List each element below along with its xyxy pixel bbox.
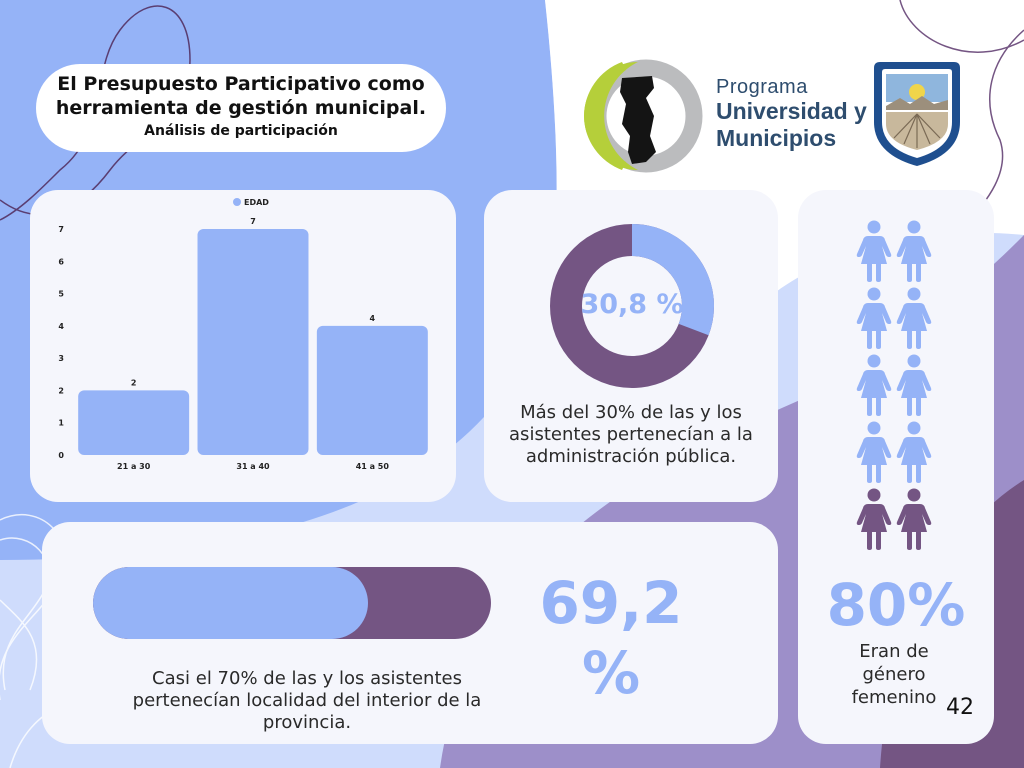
x-tick-label: 31 a 40 — [236, 462, 270, 471]
university-shield-icon — [874, 62, 960, 166]
gender-caption-line1: Eran de — [859, 641, 929, 662]
page-title-line2: herramienta de gestión municipal. — [55, 97, 427, 119]
bar — [197, 229, 309, 455]
logo-line3: Municipios — [716, 125, 837, 151]
y-tick-label: 7 — [58, 225, 64, 234]
bar-value-label: 4 — [370, 314, 376, 323]
page-title-line1: El Presupuesto Participativo como — [57, 73, 425, 95]
progress-fill — [93, 567, 369, 639]
y-tick-label: 3 — [58, 354, 64, 363]
y-tick-label: 6 — [58, 257, 64, 266]
progress-caption: Casi el 70% de las y los asistentes pert… — [132, 668, 482, 733]
bar — [316, 325, 428, 455]
logo-line2: Universidad y — [716, 98, 867, 124]
gender-card — [798, 190, 994, 744]
logo-line1: Programa — [716, 76, 808, 98]
woman-icon — [856, 488, 892, 550]
gender-value: 80% — [826, 571, 966, 639]
donut-chart — [550, 224, 714, 388]
chart-legend: EDAD — [233, 198, 269, 207]
y-tick-label: 1 — [58, 419, 64, 428]
woman-icon — [856, 354, 892, 416]
donut-highlight-segment — [631, 224, 714, 336]
page-number: 42 — [946, 695, 974, 720]
bar — [78, 390, 190, 455]
woman-icon — [896, 354, 932, 416]
bar-value-label: 7 — [250, 217, 256, 226]
progress-track — [93, 567, 491, 639]
y-tick-label: 2 — [58, 386, 64, 395]
y-tick-label: 0 — [58, 451, 64, 460]
woman-icon — [896, 421, 932, 483]
legend-label: EDAD — [244, 198, 269, 207]
y-tick-label: 4 — [58, 322, 64, 331]
woman-icon — [896, 287, 932, 349]
page-subtitle: Análisis de participación — [144, 123, 338, 139]
program-logo-icon — [584, 59, 703, 173]
gender-caption-line2: género — [862, 664, 926, 685]
woman-icon — [856, 287, 892, 349]
y-axis-ticks: 0 1 2 3 4 5 6 7 — [58, 225, 64, 460]
donut-caption: Más del 30% de las y los asistentes pert… — [509, 402, 753, 467]
woman-icon — [856, 220, 892, 282]
people-pictogram — [856, 220, 938, 560]
donut-value: 30,8 % — [580, 289, 684, 320]
x-axis-ticks: 21 a 30 31 a 40 41 a 50 — [117, 462, 389, 471]
y-tick-label: 5 — [58, 290, 64, 299]
woman-icon — [856, 421, 892, 483]
progress-value: 69,2 % — [539, 569, 683, 707]
gender-caption-line3: femenino — [851, 687, 937, 708]
program-logo-text: Programa Universidad y Municipios — [716, 76, 867, 152]
x-tick-label: 21 a 30 — [117, 462, 151, 471]
title-pill: El Presupuesto Participativo como herram… — [36, 64, 446, 152]
chart-bars — [78, 229, 428, 455]
x-tick-label: 41 a 50 — [356, 462, 390, 471]
woman-icon — [896, 488, 932, 550]
bar-value-label: 2 — [131, 378, 137, 387]
woman-icon — [896, 220, 932, 282]
legend-swatch — [233, 198, 241, 206]
chart-data-labels: 2 7 4 — [131, 217, 376, 387]
age-bar-chart: EDAD 0 1 2 3 4 5 6 7 2 7 4 21 a 30 31 a 40 41 a 50 — [58, 198, 428, 471]
gender-caption: Eran de género femenino — [834, 640, 954, 709]
